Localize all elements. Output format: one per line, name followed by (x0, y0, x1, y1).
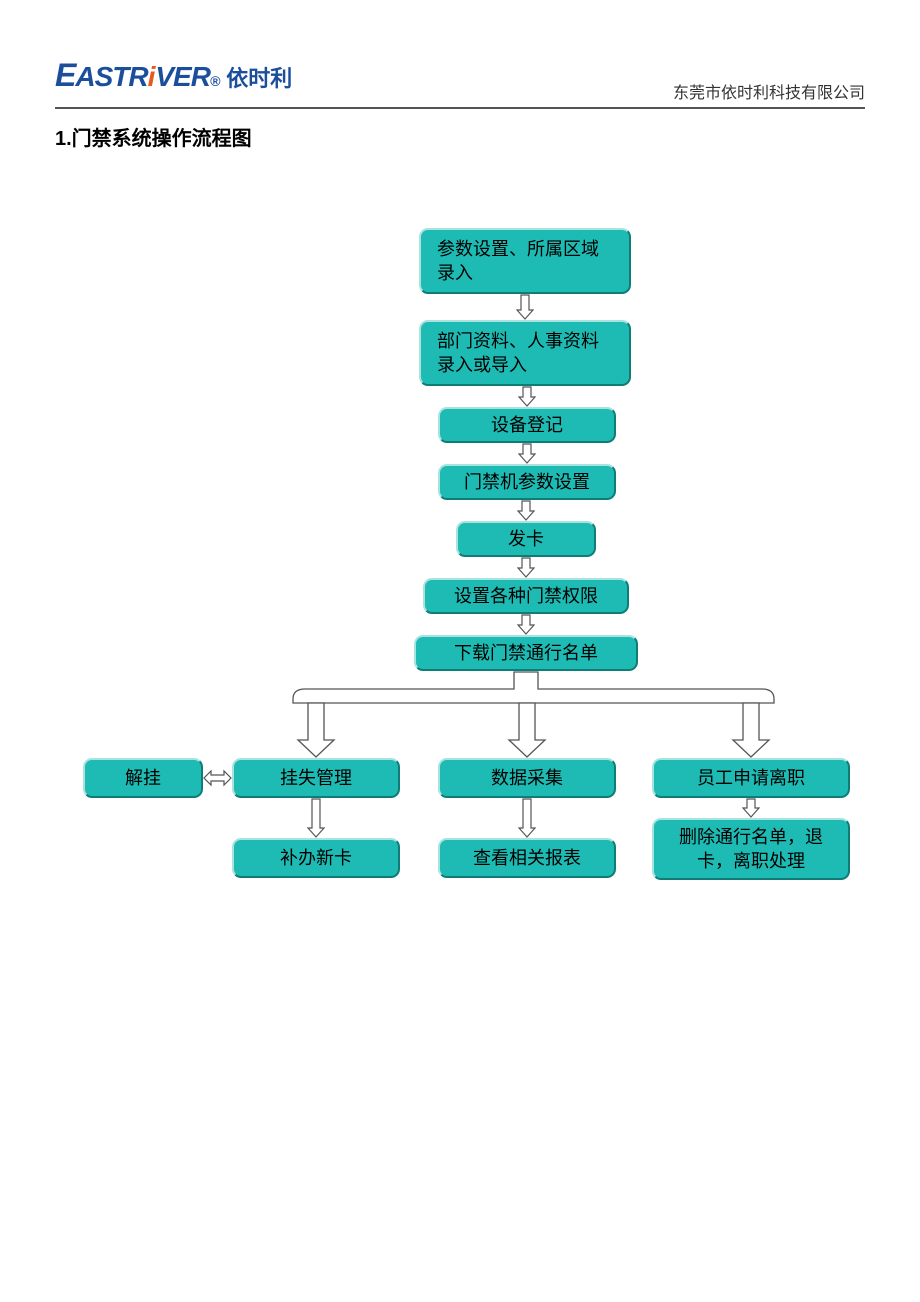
flowchart-node-c3: 查看相关报表 (438, 838, 616, 878)
arrow-down (517, 557, 535, 578)
flowchart-node-n7: 下载门禁通行名单 (414, 635, 638, 671)
document-page: EASTRiVER® 依时利 东莞市依时利科技有限公司 1.门禁系统操作流程图 参… (0, 0, 920, 1302)
logo-text-cn: 依时利 (226, 61, 292, 93)
company-name: 东莞市依时利科技有限公司 (673, 79, 865, 103)
arrow-down (517, 500, 535, 521)
logo-text-ver: VER (155, 61, 210, 93)
arrow-down (518, 386, 536, 407)
flowchart-node-n5: 发卡 (456, 521, 596, 557)
flowchart-node-n2: 部门资料、人事资料录入或导入 (419, 320, 631, 386)
flowchart-node-n3: 设备登记 (438, 407, 616, 443)
flowchart-node-n1: 参数设置、所属区域录入 (419, 228, 631, 294)
flowchart-node-c2: 补办新卡 (232, 838, 400, 878)
arrow-double-horizontal (203, 769, 232, 787)
arrow-down (516, 294, 534, 320)
section-title: 1.门禁系统操作流程图 (55, 122, 252, 151)
flowchart-node-n4: 门禁机参数设置 (438, 464, 616, 500)
flowchart-node-b4: 员工申请离职 (652, 758, 850, 798)
flowchart-node-b3: 数据采集 (438, 758, 616, 798)
arrow-down (517, 614, 535, 635)
arrow-down (307, 798, 325, 838)
arrow-down (518, 798, 536, 838)
flowchart-node-b1: 解挂 (83, 758, 203, 798)
flowchart-node-n6: 设置各种门禁权限 (423, 578, 629, 614)
arrow-down (518, 443, 536, 464)
flowchart-node-b2: 挂失管理 (232, 758, 400, 798)
logo-text-i: i (148, 61, 156, 93)
logo: EASTRiVER® 依时利 (55, 57, 292, 94)
page-header: EASTRiVER®依时利 东莞市依时利科技有限公司 (55, 62, 865, 109)
branch-connector (291, 671, 776, 758)
flowchart-node-c4: 删除通行名单，退卡，离职处理 (652, 818, 850, 880)
logo-text-east: EASTR (55, 57, 148, 94)
arrow-down (742, 798, 760, 818)
logo-reg-mark: ® (210, 73, 220, 89)
